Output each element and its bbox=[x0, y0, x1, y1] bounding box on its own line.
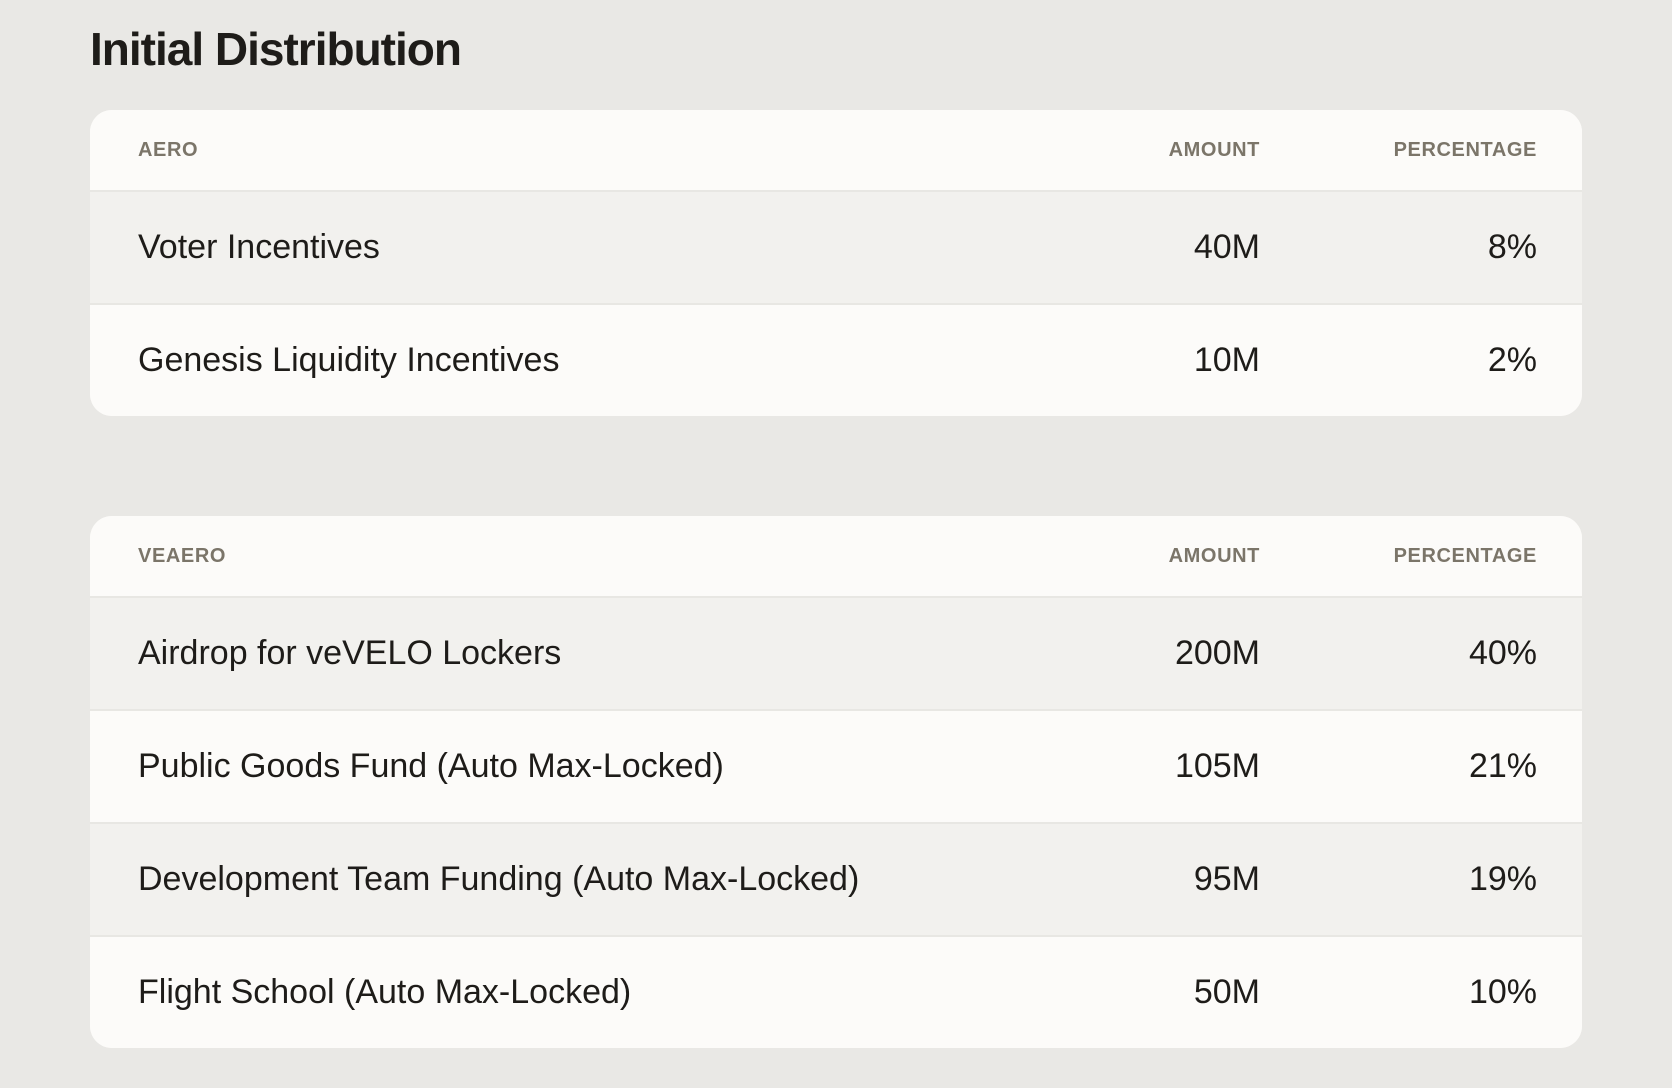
cell-percentage: 21% bbox=[1468, 747, 1537, 785]
cell-allocation-name: Development Team Funding (Auto Max-Locke… bbox=[138, 860, 860, 898]
table-header-row: AERO AMOUNT PERCENTAGE bbox=[90, 110, 1582, 190]
cell-amount: 40M bbox=[1193, 228, 1260, 266]
table-header-row: VEAERO AMOUNT PERCENTAGE bbox=[90, 516, 1582, 596]
veaero-distribution-table: VEAERO AMOUNT PERCENTAGE Airdrop for veV… bbox=[90, 516, 1582, 1048]
cell-percentage: 40% bbox=[1468, 634, 1537, 672]
aero-distribution-table: AERO AMOUNT PERCENTAGE Voter Incentives 4… bbox=[90, 110, 1582, 416]
table-row: Genesis Liquidity Incentives 10M 2% bbox=[90, 303, 1582, 416]
table-body: Voter Incentives 40M 8% Genesis Liquidity I… bbox=[90, 190, 1582, 416]
cell-allocation-name: Voter Incentives bbox=[138, 228, 380, 266]
cell-amount: 10M bbox=[1193, 341, 1260, 379]
column-header-percentage: PERCENTAGE bbox=[1393, 544, 1537, 567]
cell-allocation-name: Genesis Liquidity Incentives bbox=[138, 341, 560, 379]
cell-amount: 200M bbox=[1174, 634, 1260, 672]
cell-allocation-name: Public Goods Fund (Auto Max-Locked) bbox=[138, 747, 724, 785]
cell-amount: 105M bbox=[1174, 747, 1260, 785]
column-header-amount: AMOUNT bbox=[1168, 138, 1260, 161]
page-title: Initial Distribution bbox=[90, 23, 462, 75]
cell-allocation-name: Flight School (Auto Max-Locked) bbox=[138, 973, 632, 1011]
cell-percentage: 8% bbox=[1487, 228, 1537, 266]
table-body: Airdrop for veVELO Lockers 200M 40% Public … bbox=[90, 596, 1582, 1048]
column-header-amount: AMOUNT bbox=[1168, 544, 1260, 567]
column-header-percentage: PERCENTAGE bbox=[1393, 138, 1537, 161]
cell-allocation-name: Airdrop for veVELO Lockers bbox=[138, 634, 562, 672]
column-header-aero: AERO bbox=[138, 138, 199, 161]
table-row: Development Team Funding (Auto Max-Locke… bbox=[90, 822, 1582, 935]
table-row: Flight School (Auto Max-Locked) 50M 10% bbox=[90, 935, 1582, 1048]
cell-percentage: 10% bbox=[1468, 973, 1537, 1011]
cell-percentage: 19% bbox=[1468, 860, 1537, 898]
table-row: Airdrop for veVELO Lockers 200M 40% bbox=[90, 596, 1582, 709]
table-row: Voter Incentives 40M 8% bbox=[90, 190, 1582, 303]
cell-amount: 50M bbox=[1193, 973, 1260, 1011]
column-header-veaero: VEAERO bbox=[138, 544, 227, 567]
table-row: Public Goods Fund (Auto Max-Locked) 105M 2… bbox=[90, 709, 1582, 822]
cell-percentage: 2% bbox=[1487, 341, 1537, 379]
cell-amount: 95M bbox=[1193, 860, 1260, 898]
